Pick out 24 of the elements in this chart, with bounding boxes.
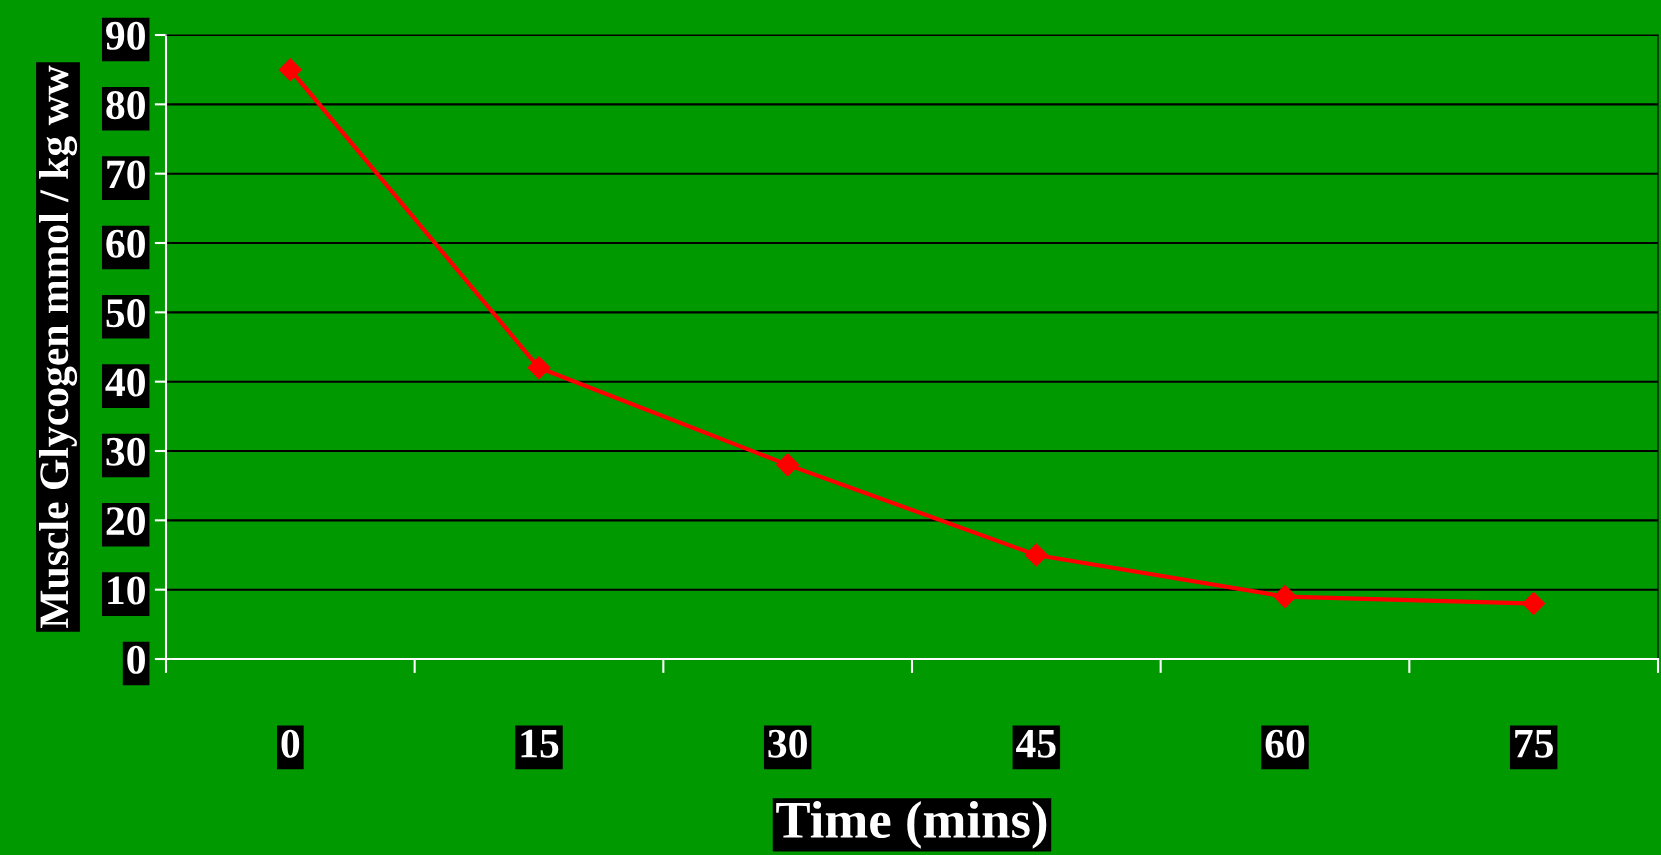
x-tick-label: 30: [768, 729, 807, 758]
x-tick-label: 60: [1265, 729, 1305, 758]
y-tick-label: 10: [108, 576, 145, 605]
point: [278, 58, 302, 82]
y-tick-label: 90: [106, 21, 145, 50]
x-tick-label: 0: [281, 729, 300, 758]
point: [1024, 543, 1048, 567]
y-tick-label: 50: [106, 299, 145, 328]
point: [1273, 585, 1297, 609]
y-tick-label: 30: [106, 437, 145, 466]
y-tick-label: 0: [127, 645, 145, 674]
point: [527, 356, 551, 380]
x-tick-label: 15: [521, 729, 559, 758]
point: [1522, 592, 1546, 616]
y-tick-label: 70: [107, 160, 145, 189]
y-axis-title: Muscle Glycogen mmol / kg ww: [39, 65, 78, 629]
x-tick-label: 45: [1016, 729, 1056, 758]
point: [776, 453, 800, 477]
x-tick-label: 75: [1515, 730, 1553, 758]
x-axis-title: Time (mins): [776, 800, 1047, 849]
y-tick-label: 40: [105, 368, 145, 397]
y-tick-label: 80: [106, 91, 145, 120]
y-tick-label: 20: [106, 507, 145, 536]
y-tick-label: 60: [106, 229, 145, 258]
